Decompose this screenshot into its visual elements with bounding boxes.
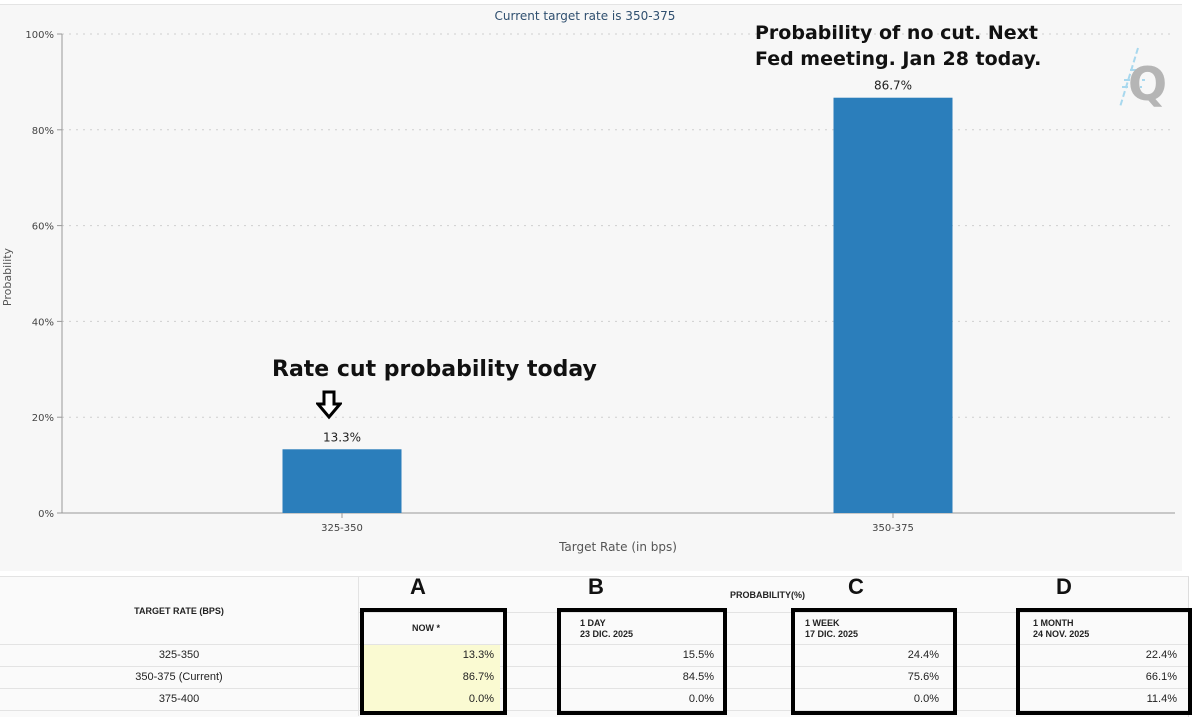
svg-text:Q: Q bbox=[1128, 57, 1167, 111]
divider bbox=[0, 710, 1188, 711]
y-tick-label: 20% bbox=[32, 413, 54, 424]
y-tick-label: 0% bbox=[38, 509, 54, 520]
y-tick-label: 40% bbox=[32, 317, 54, 328]
now-highlight bbox=[360, 645, 500, 711]
divider bbox=[0, 644, 1188, 645]
y-tick-label: 100% bbox=[25, 30, 54, 41]
table-bg bbox=[0, 576, 1189, 717]
y-axis-label: Probability bbox=[1, 247, 14, 306]
table-cell: 75.6% bbox=[907, 671, 939, 683]
divider bbox=[358, 612, 1188, 613]
highlight-box bbox=[1016, 608, 1192, 715]
highlight-box bbox=[791, 608, 957, 715]
chart-title: Current target rate is 350-375 bbox=[495, 9, 676, 23]
x-tick-label: 325-350 bbox=[321, 523, 363, 534]
x-tick-label: 350-375 bbox=[872, 523, 914, 534]
column-header-label: 1 DAY bbox=[580, 618, 606, 628]
table-cell: 0.0% bbox=[913, 693, 939, 705]
column-letter: C bbox=[848, 574, 864, 599]
column-header-label: 1 WEEK bbox=[805, 618, 840, 628]
chart-panel: Current target rate is 350-375 0% 20% 40% 60… bbox=[0, 4, 1182, 571]
no-cut-annotation-line1: Probability of no cut. Next bbox=[755, 22, 1038, 44]
column-letter: D bbox=[1056, 574, 1072, 599]
column-header-label: NOW * bbox=[412, 623, 440, 633]
table-cell: 86.7% bbox=[462, 671, 494, 683]
table-row-rate: 375-400 bbox=[158, 693, 200, 705]
table-cell: 0.0% bbox=[468, 693, 494, 705]
column-header-date: 23 DIC. 2025 bbox=[580, 629, 634, 639]
table-cell: 15.5% bbox=[682, 649, 714, 661]
table-row-rate: 325-350 bbox=[158, 649, 200, 661]
no-cut-annotation: Probability of no cut. Next Fed meeting.… bbox=[755, 20, 1041, 72]
no-cut-annotation-line2: Fed meeting. Jan 28 today. bbox=[755, 48, 1042, 70]
column-header-date: 24 NOV. 2025 bbox=[1033, 629, 1090, 639]
bar-325-350 bbox=[282, 449, 402, 513]
probability-table: TARGET RATE (BPS) PROBABILITY(%) 325-350… bbox=[0, 576, 1192, 717]
probability-header: PROBABILITY(%) bbox=[730, 590, 805, 600]
rate-cut-annotation: Rate cut probability today bbox=[272, 357, 597, 382]
probability-bar-chart: Current target rate is 350-375 0% 20% 40% 60… bbox=[1, 9, 1175, 554]
table-cell: 0.0% bbox=[688, 693, 714, 705]
data-label: 13.3% bbox=[323, 430, 361, 444]
target-rate-header: TARGET RATE (BPS) bbox=[134, 606, 224, 616]
table-cell: 24.4% bbox=[907, 649, 939, 661]
data-label: 86.7% bbox=[874, 79, 912, 93]
column-letter: A bbox=[410, 574, 426, 599]
x-axis-label: Target Rate (in bps) bbox=[558, 540, 677, 554]
divider bbox=[358, 576, 359, 716]
table-cell: 13.3% bbox=[462, 649, 494, 661]
column-letter: B bbox=[588, 574, 604, 599]
highlight-box bbox=[557, 608, 727, 715]
column-header-date: 17 DIC. 2025 bbox=[805, 629, 859, 639]
bar-350-375 bbox=[833, 97, 953, 513]
table-cell: 22.4% bbox=[1145, 649, 1177, 661]
table-row-rate: 350-375 (Current) bbox=[135, 671, 223, 683]
table-cell: 11.4% bbox=[1146, 693, 1177, 705]
highlight-box bbox=[360, 608, 507, 715]
table-cell: 66.1% bbox=[1145, 671, 1177, 683]
table-cell: 84.5% bbox=[682, 671, 714, 683]
y-tick-label: 80% bbox=[32, 126, 54, 137]
column-header-label: 1 MONTH bbox=[1033, 618, 1074, 628]
divider bbox=[0, 666, 1188, 667]
y-tick-label: 60% bbox=[32, 222, 54, 233]
divider bbox=[0, 688, 1188, 689]
